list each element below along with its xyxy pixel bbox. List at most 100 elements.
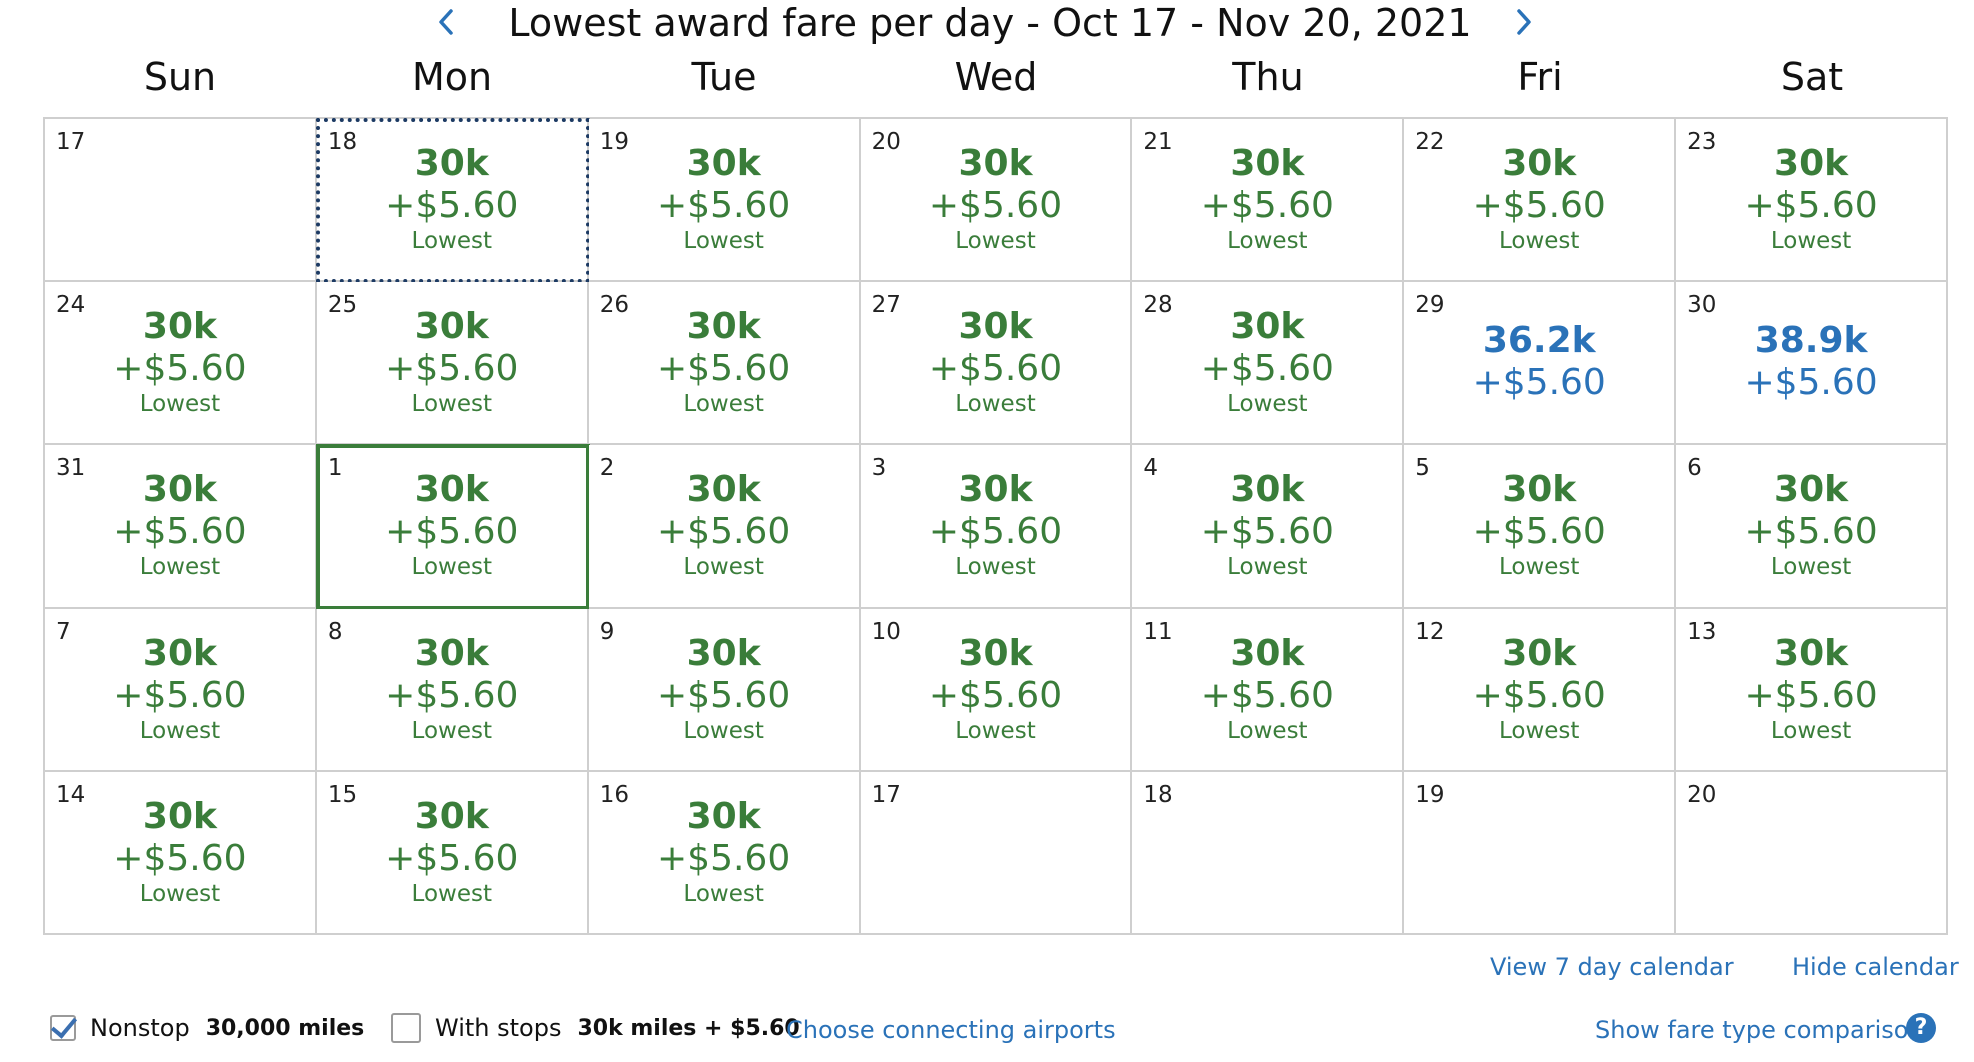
calendar-day-cell[interactable]: 9 30k +$5.60 Lowest: [588, 608, 861, 772]
fare-lowest-label: Lowest: [1227, 717, 1308, 744]
calendar-day-cell[interactable]: 19: [1404, 771, 1677, 935]
with-stops-checkbox[interactable]: [391, 1013, 421, 1043]
calendar-day-cell[interactable]: 10 30k +$5.60 Lowest: [860, 608, 1133, 772]
calendar-day-cell[interactable]: 8 30k +$5.60 Lowest: [316, 608, 589, 772]
fare-fee: +$5.60: [113, 348, 247, 390]
calendar-day-cell[interactable]: 12 30k +$5.60 Lowest: [1404, 608, 1677, 772]
day-number: 18: [327, 129, 358, 155]
calendar-day-cell[interactable]: 11 30k +$5.60 Lowest: [1132, 608, 1405, 772]
fare-lowest-label: Lowest: [1770, 717, 1852, 744]
fare-lowest-label: Lowest: [411, 717, 492, 744]
fare-fee: +$5.60: [385, 185, 519, 226]
fare-miles: 30k: [1230, 469, 1305, 511]
fare-miles: 30k: [1230, 306, 1305, 348]
calendar-day-cell[interactable]: 6 30k +$5.60 Lowest: [1676, 445, 1948, 609]
fare-info: 30k +$5.60 Lowest: [317, 306, 587, 418]
fare-lowest-label: Lowest: [1227, 554, 1308, 581]
calendar-day-cell[interactable]: 17: [45, 119, 317, 283]
calendar-day-cell[interactable]: 14 30k +$5.60 Lowest: [45, 771, 317, 935]
fare-fee: +$5.60: [1744, 674, 1878, 716]
calendar-day-cell[interactable]: 4 30k +$5.60 Lowest: [1132, 445, 1405, 609]
calendar-day-cell[interactable]: 2 30k +$5.60 Lowest: [588, 445, 861, 609]
fare-fee: +$5.60: [657, 674, 791, 716]
hide-calendar-link[interactable]: Hide calendar: [1792, 953, 1959, 981]
fare-fee: +$5.60: [385, 837, 519, 879]
calendar-title: Lowest award fare per day - Oct 17 - Nov…: [508, 1, 1472, 45]
calendar-day-cell[interactable]: 19 30k +$5.60 Lowest: [588, 119, 861, 283]
fare-lowest-label: Lowest: [683, 554, 764, 581]
calendar-day-cell[interactable]: 5 30k +$5.60 Lowest: [1404, 445, 1677, 609]
calendar-day-cell[interactable]: 17: [860, 771, 1133, 935]
calendar-day-cell[interactable]: 3 30k +$5.60 Lowest: [860, 445, 1133, 609]
fare-fee: +$5.60: [1200, 674, 1334, 716]
fare-info: 30k +$5.60 Lowest: [1676, 469, 1946, 581]
fare-fee: +$5.60: [1200, 511, 1334, 553]
fare-fee: +$5.60: [113, 674, 247, 716]
day-number: 15: [327, 781, 358, 808]
calendar-day-cell[interactable]: 27 30k +$5.60 Lowest: [860, 282, 1133, 446]
day-number: 19: [599, 129, 629, 155]
fare-info: 30k +$5.60 Lowest: [317, 469, 587, 581]
question-circle-icon[interactable]: ?: [1906, 1013, 1936, 1043]
fare-miles: 30k: [142, 469, 217, 511]
calendar-day-cell[interactable]: 31 30k +$5.60 Lowest: [45, 445, 317, 609]
calendar-day-cell[interactable]: 16 30k +$5.60 Lowest: [588, 771, 861, 935]
fare-lowest-label: Lowest: [955, 554, 1036, 581]
calendar-day-cell[interactable]: 18 30k +$5.60 Lowest: [315, 117, 590, 284]
calendar-day-cell[interactable]: 7 30k +$5.60 Lowest: [45, 608, 317, 772]
day-number: 1: [327, 455, 343, 482]
choose-connecting-airports-link[interactable]: Choose connecting airports: [786, 1016, 1116, 1044]
day-number: 10: [871, 618, 901, 645]
fare-fee: +$5.60: [1200, 348, 1334, 390]
calendar-day-cell[interactable]: 20: [1676, 771, 1948, 935]
calendar-day-cell[interactable]: 28 30k +$5.60 Lowest: [1132, 282, 1405, 446]
calendar-day-cell[interactable]: 23 30k +$5.60 Lowest: [1676, 119, 1948, 283]
fare-info: 30k +$5.60 Lowest: [45, 796, 315, 908]
previous-month-button[interactable]: [426, 2, 466, 42]
fare-lowest-label: Lowest: [411, 391, 492, 418]
calendar-day-cell[interactable]: 18: [1132, 771, 1405, 935]
fare-info: 30k +$5.60 Lowest: [45, 633, 315, 745]
calendar-day-cell[interactable]: 21 30k +$5.60 Lowest: [1132, 119, 1405, 283]
nonstop-checkbox[interactable]: [50, 1015, 76, 1041]
fare-lowest-label: Lowest: [1498, 228, 1580, 254]
fare-info: 30k +$5.60 Lowest: [589, 306, 859, 418]
calendar-day-cell[interactable]: 13 30k +$5.60 Lowest: [1676, 608, 1948, 772]
nonstop-option: Nonstop 30,000 miles: [50, 1010, 364, 1046]
fare-lowest-label: Lowest: [139, 717, 221, 744]
fare-lowest-label: Lowest: [139, 880, 221, 907]
fare-miles: 30k: [1502, 632, 1577, 674]
fare-fee: +$5.60: [928, 348, 1063, 390]
day-number: 19: [1415, 781, 1445, 808]
view-7-day-calendar-link[interactable]: View 7 day calendar: [1490, 953, 1734, 981]
calendar-day-cell[interactable]: 25 30k +$5.60 Lowest: [316, 282, 589, 446]
fare-fee: +$5.60: [1472, 362, 1606, 404]
calendar-day-cell[interactable]: 22 30k +$5.60 Lowest: [1404, 119, 1677, 283]
fare-info: 30k +$5.60 Lowest: [317, 143, 587, 255]
next-month-button[interactable]: [1504, 2, 1544, 42]
day-number: 25: [327, 292, 358, 319]
calendar-day-cell[interactable]: 29 36.2k +$5.60: [1404, 282, 1677, 446]
calendar-day-cell[interactable]: 15 30k +$5.60 Lowest: [316, 771, 589, 935]
fare-lowest-label: Lowest: [955, 717, 1036, 744]
calendar-day-cell[interactable]: 20 30k +$5.60 Lowest: [860, 119, 1133, 283]
day-number: 17: [871, 781, 901, 808]
day-number: 6: [1687, 455, 1702, 482]
fare-info: 30k +$5.60 Lowest: [1404, 143, 1674, 255]
fare-fee: +$5.60: [928, 674, 1063, 716]
fare-miles: 30k: [1774, 143, 1849, 184]
calendar-day-cell[interactable]: 30 38.9k +$5.60: [1676, 282, 1948, 446]
show-fare-type-comparison-link[interactable]: Show fare type comparison: [1595, 1016, 1924, 1044]
calendar-day-cell[interactable]: 26 30k +$5.60 Lowest: [588, 282, 861, 446]
calendar-day-cell[interactable]: 1 30k +$5.60 Lowest: [315, 444, 590, 610]
fare-miles: 30k: [414, 469, 489, 511]
weekday-thu: Thu: [1232, 55, 1304, 99]
weekday-wed: Wed: [954, 55, 1038, 99]
calendar-day-cell[interactable]: 24 30k +$5.60 Lowest: [45, 282, 317, 446]
day-number: 20: [871, 129, 901, 155]
fare-fee: +$5.60: [1744, 185, 1878, 226]
fare-fee: +$5.60: [928, 185, 1063, 226]
fare-lowest-label: Lowest: [1770, 554, 1852, 581]
fare-fee: +$5.60: [928, 511, 1063, 553]
fare-miles: 30k: [686, 469, 761, 511]
